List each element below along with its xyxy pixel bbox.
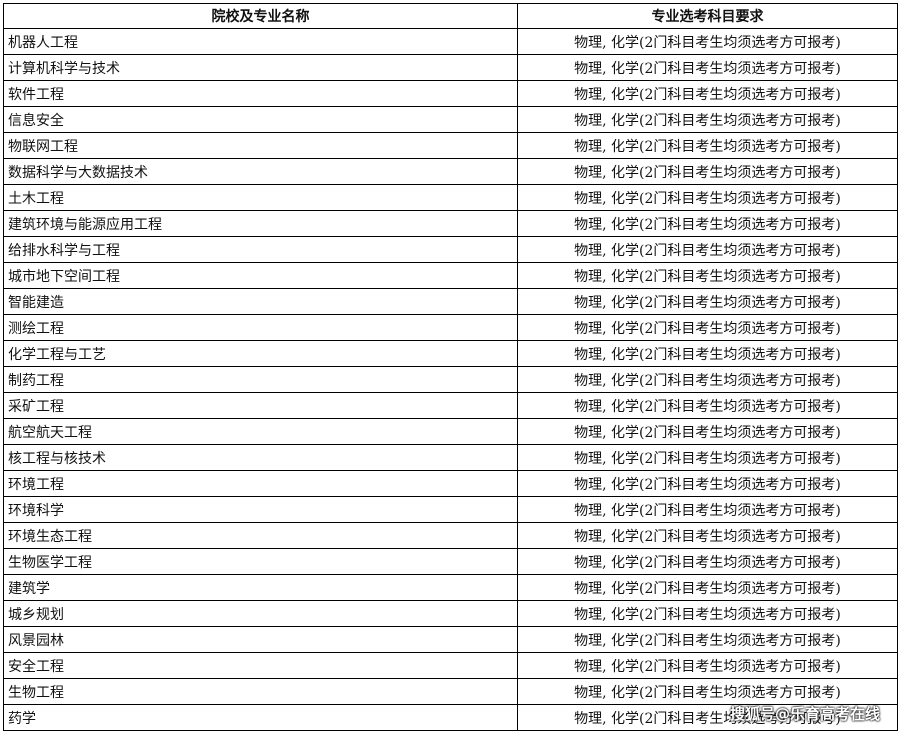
major-name: 建筑环境与能源应用工程 bbox=[3, 210, 518, 237]
table-row: 环境工程 物理, 化学(2门科目考生均须选考方可报考) bbox=[3, 470, 898, 497]
subject-requirement: 物理, 化学(2门科目考生均须选考方可报考) bbox=[517, 106, 898, 133]
table-row: 建筑学 物理, 化学(2门科目考生均须选考方可报考) bbox=[3, 574, 898, 601]
subject-requirement: 物理, 化学(2门科目考生均须选考方可报考) bbox=[517, 704, 898, 731]
major-name: 化学工程与工艺 bbox=[3, 340, 518, 367]
major-name: 机器人工程 bbox=[3, 28, 518, 55]
table-row: 计算机科学与技术 物理, 化学(2门科目考生均须选考方可报考) bbox=[3, 54, 898, 81]
subject-requirement: 物理, 化学(2门科目考生均须选考方可报考) bbox=[517, 652, 898, 679]
major-name: 生物工程 bbox=[3, 678, 518, 705]
major-name: 环境科学 bbox=[3, 496, 518, 523]
table-row: 信息安全 物理, 化学(2门科目考生均须选考方可报考) bbox=[3, 106, 898, 133]
table-row: 药学 物理, 化学(2门科目考生均须选考方可报考) bbox=[3, 704, 898, 731]
header-cell: 专业选考科目要求 bbox=[517, 3, 898, 29]
subject-requirement: 物理, 化学(2门科目考生均须选考方可报考) bbox=[517, 236, 898, 263]
table-row: 机器人工程 物理, 化学(2门科目考生均须选考方可报考) bbox=[3, 28, 898, 55]
major-name: 计算机科学与技术 bbox=[3, 54, 518, 81]
major-name: 软件工程 bbox=[3, 80, 518, 107]
major-name: 城市地下空间工程 bbox=[3, 262, 518, 289]
subject-requirement: 物理, 化学(2门科目考生均须选考方可报考) bbox=[517, 548, 898, 575]
subject-requirement: 物理, 化学(2门科目考生均须选考方可报考) bbox=[517, 574, 898, 601]
table-row: 城市地下空间工程 物理, 化学(2门科目考生均须选考方可报考) bbox=[3, 262, 898, 289]
major-name: 信息安全 bbox=[3, 106, 518, 133]
table-row: 智能建造 物理, 化学(2门科目考生均须选考方可报考) bbox=[3, 288, 898, 315]
table-row: 生物工程 物理, 化学(2门科目考生均须选考方可报考) bbox=[3, 678, 898, 705]
major-name: 生物医学工程 bbox=[3, 548, 518, 575]
table-row: 给排水科学与工程 物理, 化学(2门科目考生均须选考方可报考) bbox=[3, 236, 898, 263]
subject-requirement: 物理, 化学(2门科目考生均须选考方可报考) bbox=[517, 184, 898, 211]
major-name: 土木工程 bbox=[3, 184, 518, 211]
table-row: 环境生态工程 物理, 化学(2门科目考生均须选考方可报考) bbox=[3, 522, 898, 549]
major-name: 风景园林 bbox=[3, 626, 518, 653]
header-row: 院校及专业名称 专业选考科目要求 bbox=[3, 3, 898, 29]
major-name: 采矿工程 bbox=[3, 392, 518, 419]
subject-requirement: 物理, 化学(2门科目考生均须选考方可报考) bbox=[517, 80, 898, 107]
table-row: 建筑环境与能源应用工程 物理, 化学(2门科目考生均须选考方可报考) bbox=[3, 210, 898, 237]
major-name: 测绘工程 bbox=[3, 314, 518, 341]
major-name: 物联网工程 bbox=[3, 132, 518, 159]
table-row: 软件工程 物理, 化学(2门科目考生均须选考方可报考) bbox=[3, 80, 898, 107]
major-name: 建筑学 bbox=[3, 574, 518, 601]
major-name: 环境工程 bbox=[3, 470, 518, 497]
watermark: 搜狐号@乐育高考在线 bbox=[729, 705, 880, 723]
table-row: 采矿工程 物理, 化学(2门科目考生均须选考方可报考) bbox=[3, 392, 898, 419]
table-row: 土木工程 物理, 化学(2门科目考生均须选考方可报考) bbox=[3, 184, 898, 211]
subject-requirement: 物理, 化学(2门科目考生均须选考方可报考) bbox=[517, 28, 898, 55]
subject-requirement: 物理, 化学(2门科目考生均须选考方可报考) bbox=[517, 314, 898, 341]
subject-requirement: 物理, 化学(2门科目考生均须选考方可报考) bbox=[517, 444, 898, 471]
table-row: 数据科学与大数据技术 物理, 化学(2门科目考生均须选考方可报考) bbox=[3, 158, 898, 185]
subject-requirement: 物理, 化学(2门科目考生均须选考方可报考) bbox=[517, 470, 898, 497]
subject-requirement: 物理, 化学(2门科目考生均须选考方可报考) bbox=[517, 158, 898, 185]
major-name: 数据科学与大数据技术 bbox=[3, 158, 518, 185]
major-name: 环境生态工程 bbox=[3, 522, 518, 549]
subject-requirement: 物理, 化学(2门科目考生均须选考方可报考) bbox=[517, 496, 898, 523]
major-name: 核工程与核技术 bbox=[3, 444, 518, 471]
subject-requirement: 物理, 化学(2门科目考生均须选考方可报考) bbox=[517, 678, 898, 705]
subject-requirement: 物理, 化学(2门科目考生均须选考方可报考) bbox=[517, 262, 898, 289]
table-row: 化学工程与工艺 物理, 化学(2门科目考生均须选考方可报考) bbox=[3, 340, 898, 367]
table-row: 航空航天工程 物理, 化学(2门科目考生均须选考方可报考) bbox=[3, 418, 898, 445]
subject-requirement: 物理, 化学(2门科目考生均须选考方可报考) bbox=[517, 600, 898, 627]
header-cell: 院校及专业名称 bbox=[3, 3, 518, 29]
table-body: 机器人工程 物理, 化学(2门科目考生均须选考方可报考) 计算机科学与技术 物理, 化… bbox=[3, 28, 898, 731]
subject-requirement: 物理, 化学(2门科目考生均须选考方可报考) bbox=[517, 392, 898, 419]
table-row: 核工程与核技术 物理, 化学(2门科目考生均须选考方可报考) bbox=[3, 444, 898, 471]
major-name: 航空航天工程 bbox=[3, 418, 518, 445]
major-name: 智能建造 bbox=[3, 288, 518, 315]
subject-requirement: 物理, 化学(2门科目考生均须选考方可报考) bbox=[517, 418, 898, 445]
major-name: 制药工程 bbox=[3, 366, 518, 393]
subject-requirement: 物理, 化学(2门科目考生均须选考方可报考) bbox=[517, 340, 898, 367]
subject-requirement: 物理, 化学(2门科目考生均须选考方可报考) bbox=[517, 366, 898, 393]
table-row: 安全工程 物理, 化学(2门科目考生均须选考方可报考) bbox=[3, 652, 898, 679]
major-name: 城乡规划 bbox=[3, 600, 518, 627]
table-row: 物联网工程 物理, 化学(2门科目考生均须选考方可报考) bbox=[3, 132, 898, 159]
major-name: 药学 bbox=[3, 704, 518, 731]
subject-requirement: 物理, 化学(2门科目考生均须选考方可报考) bbox=[517, 210, 898, 237]
subject-requirement: 物理, 化学(2门科目考生均须选考方可报考) bbox=[517, 132, 898, 159]
table-row: 制药工程 物理, 化学(2门科目考生均须选考方可报考) bbox=[3, 366, 898, 393]
subject-table: 院校及专业名称 专业选考科目要求 机器人工程 物理, 化学(2门科目考生均须选考方… bbox=[3, 3, 898, 731]
major-name: 给排水科学与工程 bbox=[3, 236, 518, 263]
table-row: 环境科学 物理, 化学(2门科目考生均须选考方可报考) bbox=[3, 496, 898, 523]
subject-requirement: 物理, 化学(2门科目考生均须选考方可报考) bbox=[517, 288, 898, 315]
major-name: 安全工程 bbox=[3, 652, 518, 679]
subject-requirement: 物理, 化学(2门科目考生均须选考方可报考) bbox=[517, 626, 898, 653]
table-row: 风景园林 物理, 化学(2门科目考生均须选考方可报考) bbox=[3, 626, 898, 653]
table-row: 测绘工程 物理, 化学(2门科目考生均须选考方可报考) bbox=[3, 314, 898, 341]
table-row: 生物医学工程 物理, 化学(2门科目考生均须选考方可报考) bbox=[3, 548, 898, 575]
subject-requirement: 物理, 化学(2门科目考生均须选考方可报考) bbox=[517, 54, 898, 81]
subject-requirement: 物理, 化学(2门科目考生均须选考方可报考) bbox=[517, 522, 898, 549]
table-row: 城乡规划 物理, 化学(2门科目考生均须选考方可报考) bbox=[3, 600, 898, 627]
